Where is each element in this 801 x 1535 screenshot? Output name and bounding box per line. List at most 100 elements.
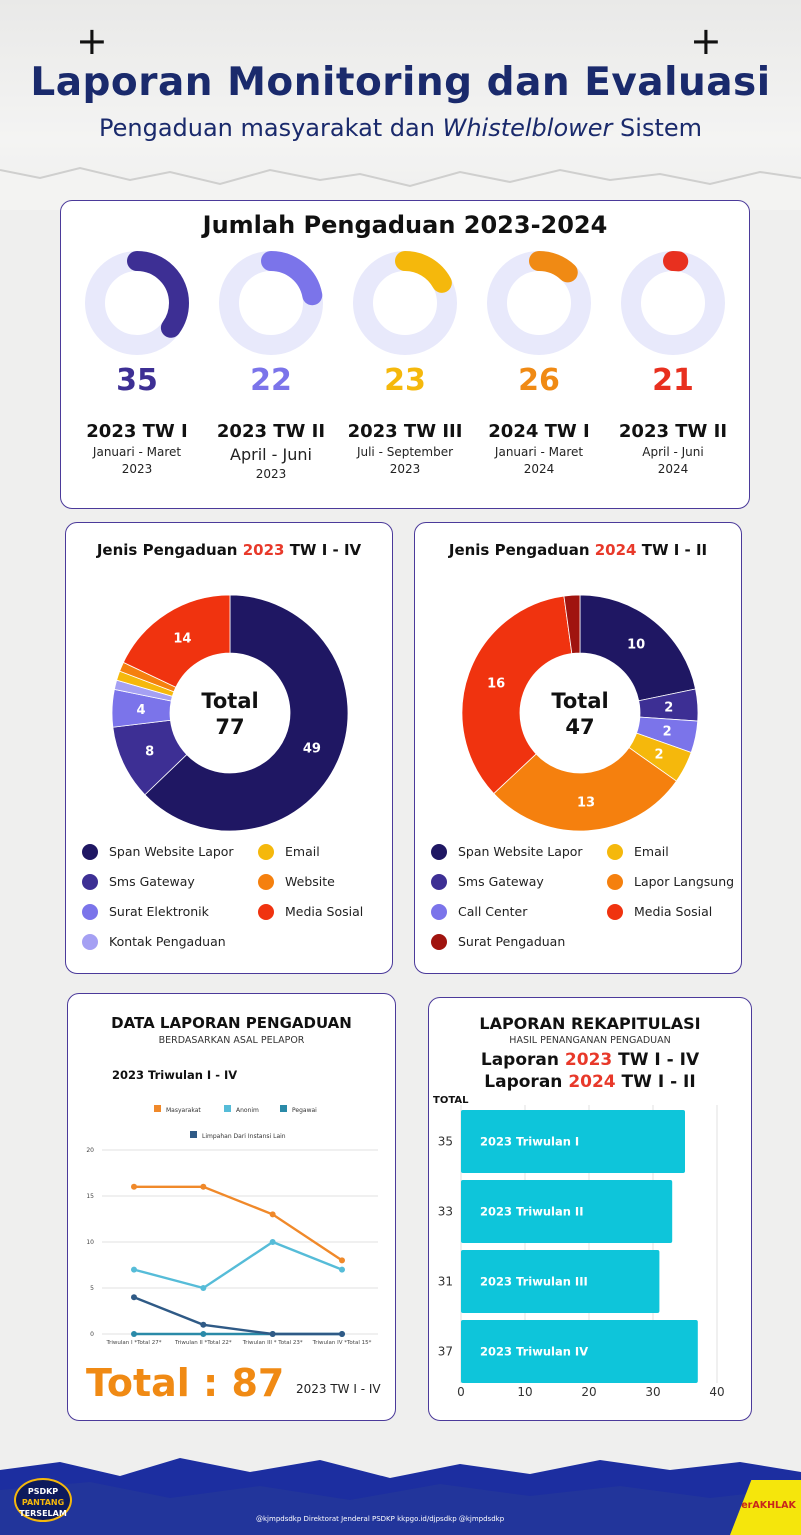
pie-label: 8 — [145, 745, 154, 760]
laporan-rekapitulasi-card: LAPORAN REKAPITULASI HASIL PENANGANAN PE… — [428, 997, 752, 1421]
x-tick-label: Triwulan II *Total 22* — [174, 1340, 232, 1346]
quarter-period: Juli - September 2023 — [345, 444, 465, 478]
y-tick-label: 20 — [86, 1147, 94, 1154]
quarter-value: 22 — [250, 363, 292, 398]
quarter-label: 2023 TW III — [347, 421, 463, 442]
line-legend-label: Limpahan Dari Instansi Lain — [202, 1133, 286, 1140]
legend-label: Sms Gateway — [109, 874, 195, 889]
legend-item: Email — [258, 843, 320, 860]
line-legend-label: Anonim — [236, 1107, 259, 1114]
quarter-col: 21 2023 TW II April - Juni 2024 — [613, 249, 733, 478]
plus-icon: + — [76, 19, 108, 63]
legend-label: Lapor Langsung — [634, 874, 735, 889]
legend-label: Surat Pengaduan — [458, 934, 566, 949]
quarter-period-year: 2024 — [657, 462, 689, 476]
quarter-period-range: April - Juni — [230, 445, 312, 464]
jumlah-pengaduan-card: Jumlah Pengaduan 2023-2024 35 2023 TW I Ja… — [60, 200, 750, 509]
legend-label: Span Website Lapor — [458, 844, 583, 859]
quarter-period-range: Januari - Maret — [92, 445, 182, 459]
bar-value-label: 37 — [438, 1345, 453, 1359]
legend-item: Website — [258, 873, 335, 890]
legend-swatch — [431, 843, 447, 860]
legend-swatch — [82, 933, 98, 950]
x-tick-label: Triwulan I *Total 27* — [106, 1340, 162, 1346]
jenis-2023-title: Jenis Pengaduan 2023 TW I - IV — [96, 541, 362, 559]
quarter-donut — [353, 251, 457, 355]
y-tick-label: 0 — [90, 1331, 94, 1338]
data-point — [269, 1239, 276, 1245]
jumlah-pengaduan-title: Jumlah Pengaduan 2023-2024 — [202, 211, 608, 239]
pie-slice-lapor-langsung — [493, 747, 677, 832]
y-tick-label: 15 — [86, 1193, 94, 1200]
x-tick-label: 30 — [645, 1385, 660, 1399]
pie-slice-media-sosial — [461, 595, 573, 795]
pie-label: 13 — [577, 795, 595, 810]
quarter-donut — [487, 251, 591, 355]
bar-y-label: TOTAL — [433, 1095, 469, 1106]
data-point — [339, 1331, 345, 1337]
quarter-period-year: 2023 — [255, 467, 287, 481]
donut-total-word: Total — [551, 689, 608, 713]
data-point — [131, 1266, 137, 1273]
data-point — [339, 1257, 345, 1264]
legend-label: Kontak Pengaduan — [109, 934, 226, 949]
bar-label: 2023 Triwulan IV — [480, 1345, 588, 1359]
data-laporan-card: DATA LAPORAN PENGADUAN BERDASARKAN ASAL … — [67, 993, 396, 1421]
quarter-period: Januari - Maret 2023 — [77, 444, 197, 478]
page-subtitle: Pengaduan masyarakat dan Whistelblower S… — [98, 114, 702, 142]
jenis-2023-card: Jenis Pengaduan 2023 TW I - IV 49 8 4 14 Tot… — [65, 522, 393, 974]
data-point — [269, 1331, 276, 1337]
berakhlak-logo: BerAKHLAK — [734, 1500, 796, 1511]
quarter-donut — [219, 251, 323, 355]
donut-total-word: Total — [201, 689, 258, 713]
data-point — [131, 1331, 137, 1337]
pie-label: 4 — [137, 703, 146, 718]
donut-total-value: 77 — [215, 715, 244, 739]
quarter-label: 2023 TW I — [86, 421, 188, 442]
bar-value-label: 33 — [438, 1205, 453, 1219]
jenis-2024-title: Jenis Pengaduan 2024 TW I - II — [448, 541, 708, 559]
quarter-donut — [85, 251, 189, 355]
data-point — [131, 1183, 137, 1190]
bar-label: 2023 Triwulan III — [480, 1275, 588, 1289]
data-point — [269, 1211, 276, 1218]
legend-swatch — [431, 933, 447, 950]
line-legend-label: Pegawai — [292, 1107, 317, 1114]
quarter-period-year: 2023 — [121, 462, 153, 476]
bar-chart: 0 10 20 30 40 2023 Triwulan I 35 2023 Triwulan … — [438, 1105, 725, 1399]
legend-swatch — [258, 903, 274, 920]
donut-progress — [487, 251, 591, 355]
bar-2 — [461, 1180, 673, 1243]
pie-label: 10 — [627, 637, 645, 652]
legend-item: Surat Pengaduan — [431, 933, 565, 950]
y-tick-label: 5 — [90, 1285, 94, 1292]
pie-label: 49 — [303, 741, 321, 756]
bar-value-label: 31 — [438, 1275, 453, 1289]
legend-swatch — [607, 873, 623, 890]
x-tick-label: 20 — [581, 1385, 596, 1399]
pie-slice-span-website-lapor — [144, 594, 349, 832]
quarter-value: 21 — [652, 363, 694, 398]
line-legend-label: Masyarakat — [166, 1107, 201, 1114]
pie-label: 16 — [487, 677, 505, 692]
donut-progress — [219, 251, 323, 355]
donut-progress — [353, 251, 457, 355]
quarter-period-year: 2024 — [523, 462, 555, 476]
x-tick-label: 0 — [457, 1385, 465, 1399]
legend-label: Media Sosial — [634, 904, 713, 919]
legend-swatch — [82, 843, 98, 860]
legend-label: Media Sosial — [285, 904, 364, 919]
plus-icon: + — [690, 19, 722, 63]
y-tick-label: 10 — [86, 1239, 94, 1246]
donut-progress — [621, 251, 725, 355]
pie-label: 14 — [173, 631, 191, 646]
bar-1 — [461, 1110, 685, 1173]
legend-item: Lapor Langsung — [607, 873, 734, 890]
quarter-label: 2023 TW II — [216, 421, 326, 442]
legend-item: Kontak Pengaduan — [82, 933, 226, 950]
legend-item: Media Sosial — [607, 903, 712, 920]
quarter-period-range: Januari - Maret — [494, 445, 584, 459]
legend-swatch — [82, 873, 98, 890]
